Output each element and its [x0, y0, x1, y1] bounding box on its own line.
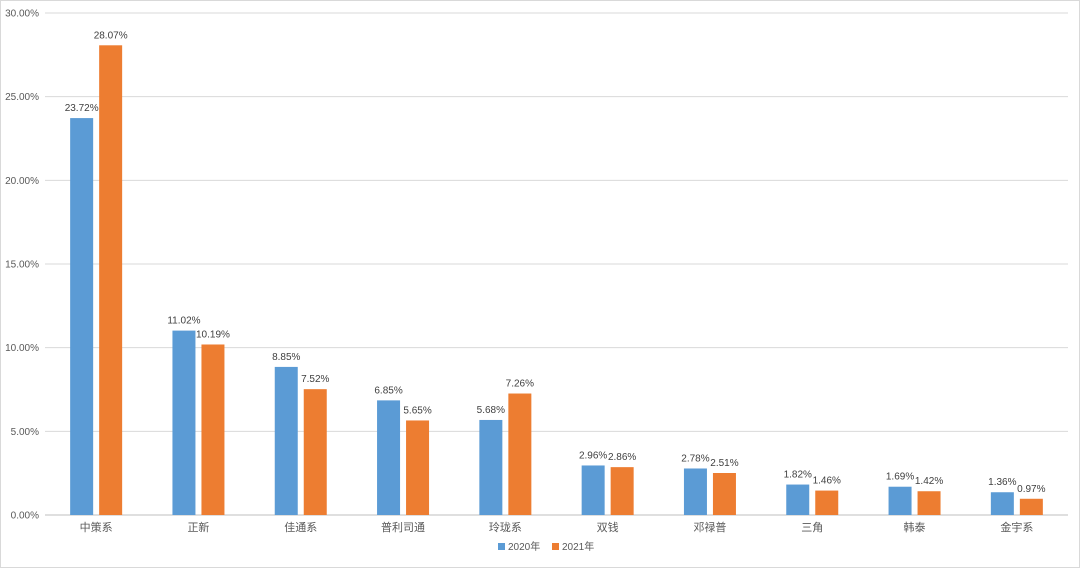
x-category-label: 中策系	[80, 520, 113, 534]
legend-label: 2020年	[508, 540, 540, 553]
bar-1-0	[172, 330, 196, 515]
data-labels: 23.72%28.07%11.02%10.19%8.85%7.52%6.85%5…	[65, 30, 1046, 494]
data-label: 7.52%	[301, 374, 329, 385]
y-tick-label: 10.00%	[5, 343, 39, 354]
data-label: 0.97%	[1017, 484, 1045, 495]
x-category-label: 金宇系	[1000, 520, 1033, 534]
data-label: 5.65%	[403, 405, 431, 416]
data-label: 8.85%	[272, 352, 300, 363]
x-category-label: 普利司通	[381, 520, 425, 534]
bar-2-1	[303, 389, 327, 515]
bar-4-1	[508, 393, 532, 515]
data-label: 23.72%	[65, 103, 99, 114]
bar-6-0	[683, 468, 707, 515]
bar-3-0	[377, 400, 401, 515]
bar-4-0	[479, 419, 503, 515]
data-label: 1.42%	[915, 476, 943, 487]
data-label: 10.19%	[196, 329, 230, 340]
y-tick-label: 20.00%	[5, 176, 39, 187]
data-label: 2.96%	[579, 450, 607, 461]
x-category-label: 双钱	[597, 520, 619, 534]
y-tick-label: 15.00%	[5, 260, 39, 271]
data-label: 1.46%	[813, 476, 841, 487]
bar-1-1	[201, 344, 225, 515]
legend-swatch	[552, 543, 559, 550]
bar-8-0	[888, 486, 912, 515]
y-axis-ticks: 0.00% 5.00% 10.00% 15.00% 20.00% 25.00% 30.00%	[5, 9, 39, 522]
y-tick-label: 0.00%	[11, 511, 39, 522]
bar-5-1	[610, 467, 634, 515]
y-tick-label: 25.00%	[5, 92, 39, 103]
x-category-label: 玲珑系	[489, 521, 522, 534]
bar-7-0	[786, 484, 810, 515]
data-label: 6.85%	[374, 385, 402, 396]
data-label: 2.51%	[710, 458, 738, 469]
bar-9-0	[990, 492, 1014, 515]
data-label: 5.68%	[477, 405, 505, 416]
bar-5-0	[581, 465, 605, 515]
data-label: 2.86%	[608, 452, 636, 463]
x-category-label: 邓禄普	[693, 520, 726, 534]
data-label: 7.26%	[506, 379, 534, 390]
data-label: 28.07%	[94, 30, 128, 41]
bar-0-1	[99, 45, 123, 515]
x-category-label: 正新	[187, 520, 209, 534]
x-category-label: 三角	[801, 521, 823, 534]
data-label: 1.82%	[784, 470, 812, 481]
legend-label: 2021年	[562, 540, 594, 553]
x-axis-categories: 中策系 正新 佳通系 普利司通 玲珑系 双钱 邓禄普 三角 韩泰 金宇系	[80, 520, 1034, 534]
bar-2-0	[274, 366, 298, 515]
bar-9-1	[1019, 498, 1043, 515]
bar-8-1	[917, 491, 941, 515]
data-label: 2.78%	[681, 453, 709, 464]
data-label: 1.36%	[988, 477, 1016, 488]
x-category-label: 韩泰	[904, 520, 926, 534]
data-label: 11.02%	[167, 316, 200, 327]
legend-swatch	[498, 543, 505, 550]
y-tick-label: 30.00%	[5, 9, 39, 20]
bar-6-1	[712, 472, 736, 515]
y-tick-label: 5.00%	[11, 427, 39, 438]
data-label: 1.69%	[886, 472, 914, 483]
x-category-label: 佳通系	[284, 520, 317, 534]
legend: 2020年 2021年	[498, 540, 594, 553]
bar-7-1	[815, 490, 839, 515]
bar-3-1	[406, 420, 430, 515]
bars	[70, 45, 1043, 516]
bar-0-0	[70, 118, 94, 516]
